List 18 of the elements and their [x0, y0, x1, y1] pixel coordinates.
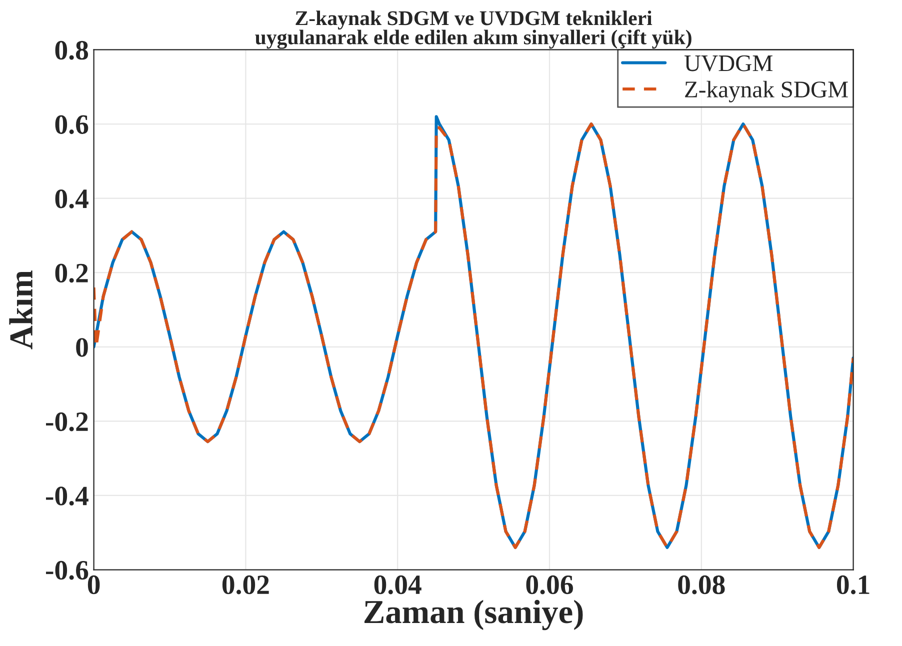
y-tick-label: 0	[76, 338, 88, 357]
chart-title: Z-kaynak SDGM ve UVDGM teknikleri uygulanarak elde edilen akım sinyalleri (çift yük)	[255, 10, 692, 49]
x-tick-label: 0.06	[526, 575, 573, 594]
x-tick-label: 0.1	[836, 575, 870, 594]
y-tick-label: 0.8	[55, 40, 88, 60]
x-axis-title: Zaman (saniye)	[364, 600, 583, 630]
y-axis-title: Akım	[9, 270, 32, 350]
legend-label: Z-kaynak SDGM	[685, 80, 848, 102]
y-tick-label: 0.6	[55, 115, 88, 134]
y-tick-label: -0.2	[46, 412, 88, 432]
x-tick-label: 0.02	[222, 575, 269, 594]
y-tick-label: 0.4	[55, 189, 88, 208]
y-tick-label: -0.6	[46, 560, 88, 580]
y-tick-label: 0.2	[55, 264, 88, 283]
legend-label: UVDGM	[684, 55, 772, 72]
x-tick-label: 0.08	[678, 575, 725, 594]
x-tick-label: 0.04	[374, 575, 422, 594]
y-tick-label: -0.4	[46, 486, 88, 506]
